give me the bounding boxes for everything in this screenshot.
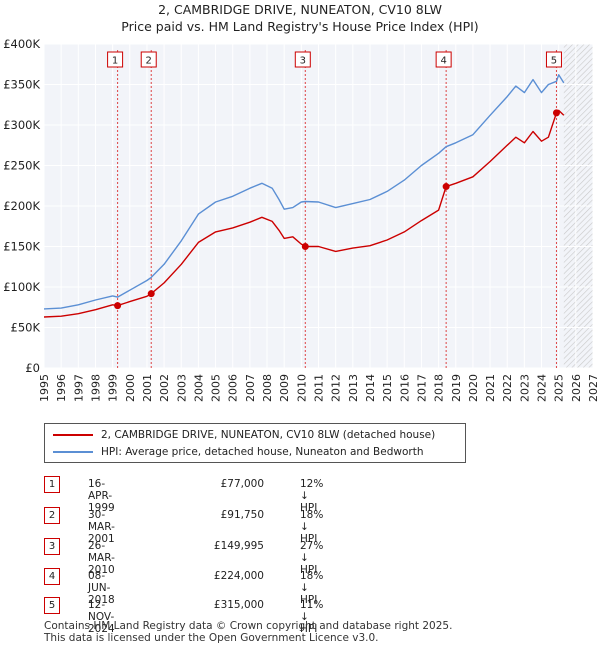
sale-label-box xyxy=(294,51,311,68)
x-tick-label: 2027 xyxy=(587,374,600,402)
footer-license: This data is licensed under the Open Gov… xyxy=(44,632,379,644)
x-tick-label: 2002 xyxy=(158,374,171,402)
y-tick-label: £50K xyxy=(11,321,41,335)
y-tick-label: £250K xyxy=(3,159,40,173)
sale-point xyxy=(147,290,155,298)
x-tick-label: 2005 xyxy=(210,374,223,402)
x-tick-label: 2018 xyxy=(433,374,446,402)
legend-label-hpi: HPI: Average price, detached house, Nune… xyxy=(101,446,424,458)
y-tick-label: £200K xyxy=(3,199,40,213)
x-tick-label: 2010 xyxy=(295,374,308,402)
y-tick-label: £100K xyxy=(3,280,40,294)
sale-point xyxy=(552,109,560,117)
y-tick-label: £400K xyxy=(3,37,40,51)
transaction-date: 08-JUN-2018 xyxy=(88,570,115,606)
transaction-number-badge: 3 xyxy=(44,538,60,555)
price-chart: 1995 1996 1997 1998 1999 2000 2001 2002 2003 2004… xyxy=(3,37,600,402)
sale-label-number: 1 xyxy=(112,56,118,67)
legend-swatch-hpi xyxy=(53,451,93,453)
sale-label-number: 3 xyxy=(300,56,306,67)
x-tick-label: 2004 xyxy=(192,374,205,402)
x-tick-label: 2020 xyxy=(467,374,480,402)
transaction-price: £149,995 xyxy=(213,540,264,552)
chart-subtitle: Price paid vs. HM Land Registry's House … xyxy=(121,19,479,34)
transaction-date: 12-NOV-2024 xyxy=(88,599,115,635)
x-tick-label: 2015 xyxy=(381,374,394,402)
sale-label-box xyxy=(107,51,124,68)
x-tick-label: 1995 xyxy=(38,374,51,402)
y-tick-label: £150K xyxy=(3,240,40,254)
x-tick-label: 1999 xyxy=(107,374,120,402)
x-tick-label: 2011 xyxy=(313,374,326,402)
transaction-number-badge: 5 xyxy=(44,597,60,614)
transaction-hpi-diff: 18% ↓ HPI xyxy=(300,509,324,545)
sale-label-number: 2 xyxy=(146,56,152,67)
transaction-date: 30-MAR-2001 xyxy=(88,509,115,545)
transaction-hpi-diff: 18% ↓ HPI xyxy=(300,570,324,606)
transaction-hpi-diff: 12% ↓ HPI xyxy=(300,478,324,514)
x-tick-label: 1997 xyxy=(72,374,85,402)
sale-label-box xyxy=(140,51,157,68)
legend-item-property: 2, CAMBRIDGE DRIVE, NUNEATON, CV10 8LW (… xyxy=(53,427,435,443)
x-tick-label: 2006 xyxy=(227,374,240,402)
x-tick-label: 2023 xyxy=(518,374,531,402)
transaction-number-badge: 2 xyxy=(44,507,60,524)
x-tick-label: 2000 xyxy=(124,374,137,402)
x-tick-label: 2017 xyxy=(415,374,428,402)
transaction-hpi-diff: 27% ↓ HPI xyxy=(300,540,324,576)
x-tick-label: 2003 xyxy=(175,374,188,402)
y-tick-label: £300K xyxy=(3,118,40,132)
x-tick-label: 2007 xyxy=(244,374,257,402)
x-tick-label: 2019 xyxy=(450,374,463,402)
transaction-hpi-diff: 11% ↓ HPI xyxy=(300,599,324,635)
sale-label-box xyxy=(545,51,562,68)
sale-label-box xyxy=(435,51,452,68)
legend-label-property: 2, CAMBRIDGE DRIVE, NUNEATON, CV10 8LW (… xyxy=(101,429,436,441)
x-tick-label: 2024 xyxy=(536,374,549,402)
x-tick-label: 2026 xyxy=(570,374,583,402)
chart-title: 2, CAMBRIDGE DRIVE, NUNEATON, CV10 8LW xyxy=(158,2,442,17)
sale-point xyxy=(301,243,309,251)
x-tick-label: 2008 xyxy=(261,374,274,402)
x-tick-label: 2009 xyxy=(278,374,291,402)
x-tick-label: 2014 xyxy=(364,374,377,402)
transaction-date: 26-MAR-2010 xyxy=(88,540,115,576)
x-tick-label: 2022 xyxy=(501,374,514,402)
x-tick-label: 2012 xyxy=(330,374,343,402)
x-tick-label: 1996 xyxy=(55,374,68,402)
transaction-price: £91,750 xyxy=(220,509,264,521)
y-tick-label: £350K xyxy=(3,78,40,92)
sale-point xyxy=(114,302,122,310)
x-tick-label: 2016 xyxy=(398,374,411,402)
legend: 2, CAMBRIDGE DRIVE, NUNEATON, CV10 8LW (… xyxy=(44,423,466,463)
hpi-line xyxy=(43,74,565,310)
x-tick-label: 2025 xyxy=(553,374,566,402)
transaction-number-badge: 1 xyxy=(44,476,60,493)
transaction-price: £224,000 xyxy=(213,570,264,582)
transaction-number-badge: 4 xyxy=(44,568,60,585)
sale-point xyxy=(442,183,450,191)
sale-label-number: 5 xyxy=(551,56,557,67)
x-tick-label: 2001 xyxy=(141,374,154,402)
legend-swatch-property xyxy=(53,434,93,436)
sale-label-number: 4 xyxy=(440,56,446,67)
transaction-date: 16-APR-1999 xyxy=(88,478,115,514)
x-tick-label: 2013 xyxy=(347,374,360,402)
footer-copyright: Contains HM Land Registry data © Crown c… xyxy=(44,620,453,632)
x-tick-label: 1998 xyxy=(89,374,102,402)
y-tick-label: £0 xyxy=(25,361,40,375)
legend-item-hpi: HPI: Average price, detached house, Nune… xyxy=(53,444,423,460)
x-tick-label: 2021 xyxy=(484,374,497,402)
transaction-price: £315,000 xyxy=(213,599,264,611)
transaction-price: £77,000 xyxy=(220,478,264,490)
